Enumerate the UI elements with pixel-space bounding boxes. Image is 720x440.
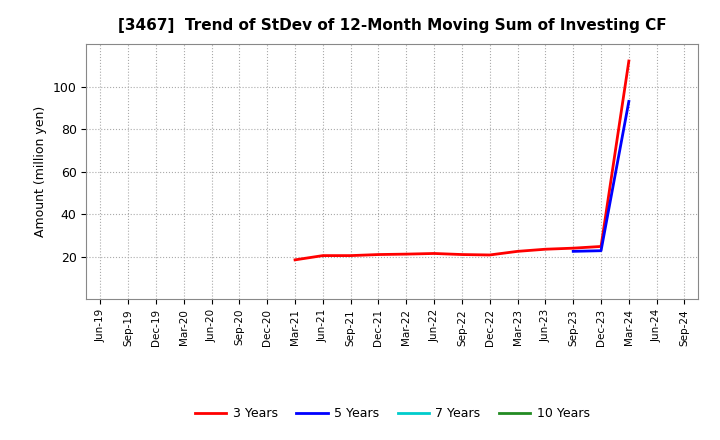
- 3 Years: [624, 59, 633, 64]
- 5 Years: [597, 248, 606, 253]
- 3 Years: [485, 252, 494, 257]
- 3 Years: [513, 249, 522, 254]
- 3 Years: [346, 253, 355, 258]
- 3 Years: [458, 252, 467, 257]
- 3 Years: [402, 252, 410, 257]
- 5 Years: [569, 249, 577, 254]
- 3 Years: [569, 246, 577, 251]
- 3 Years: [597, 244, 606, 249]
- 3 Years: [318, 253, 327, 258]
- 5 Years: [624, 99, 633, 104]
- 3 Years: [374, 252, 383, 257]
- Title: [3467]  Trend of StDev of 12-Month Moving Sum of Investing CF: [3467] Trend of StDev of 12-Month Moving…: [118, 18, 667, 33]
- Legend: 3 Years, 5 Years, 7 Years, 10 Years: 3 Years, 5 Years, 7 Years, 10 Years: [190, 403, 595, 425]
- 3 Years: [291, 257, 300, 263]
- 3 Years: [430, 251, 438, 256]
- Line: 5 Years: 5 Years: [573, 101, 629, 251]
- 3 Years: [541, 246, 550, 252]
- Line: 3 Years: 3 Years: [295, 61, 629, 260]
- Y-axis label: Amount (million yen): Amount (million yen): [35, 106, 48, 237]
